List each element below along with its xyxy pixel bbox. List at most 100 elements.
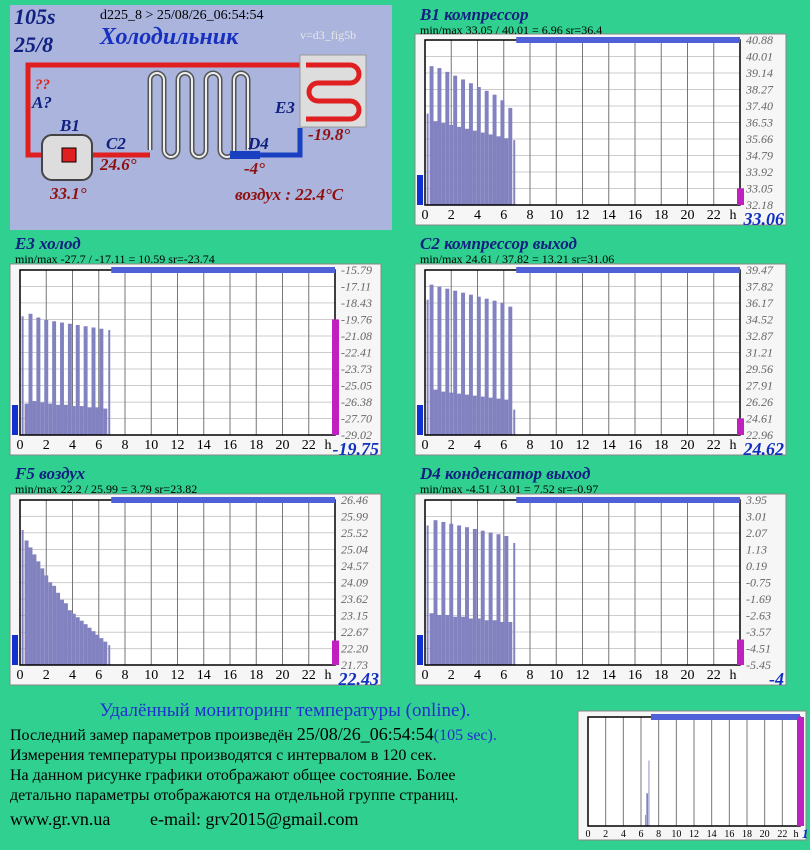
- bar: [445, 614, 450, 665]
- y-tick-label: -23.73: [341, 362, 372, 376]
- bar: [465, 394, 469, 435]
- y-tick-label: 22.20: [341, 642, 368, 656]
- x-tick-label: 20: [276, 438, 290, 453]
- y-tick-label: -4.51: [746, 642, 771, 656]
- x-tick-label: 20: [681, 208, 695, 223]
- y-tick-label: 32.87: [745, 329, 774, 343]
- y-tick-label: -3.57: [746, 625, 772, 639]
- y-tick-label: -22.41: [341, 346, 372, 360]
- y-tick-label: 25.52: [341, 526, 368, 540]
- bar: [426, 299, 429, 435]
- bar: [21, 530, 24, 665]
- status-bar: [12, 405, 18, 435]
- bar: [75, 325, 80, 435]
- x-tick-label: 16: [628, 668, 642, 683]
- y-tick-label: 35.66: [745, 132, 773, 146]
- bar: [437, 286, 442, 435]
- bar: [71, 406, 76, 435]
- y-tick-label: -17.11: [341, 279, 371, 293]
- bar: [488, 397, 493, 435]
- status-bar: [417, 175, 423, 205]
- chart-stats: min/max -27.7 / -17.11 = 10.59 sr=-23.74: [15, 252, 215, 266]
- x-tick-label: 0: [422, 208, 429, 223]
- footer-email[interactable]: e-mail: grv2015@gmail.com: [150, 809, 359, 829]
- y-tick-label: -21.08: [341, 329, 372, 343]
- y-tick-label: 25.99: [341, 509, 368, 523]
- bar: [445, 288, 450, 435]
- y-tick-label: 34.79: [745, 149, 773, 163]
- bar: [71, 613, 76, 665]
- x-tick-label: 18: [654, 438, 668, 453]
- y-tick-label: -26.38: [341, 395, 372, 409]
- footer-heading: Удалённый мониторинг температуры (online…: [99, 700, 470, 721]
- bar: [461, 79, 466, 205]
- x-tick-label: 22: [707, 668, 721, 683]
- x-tick-label: 2: [603, 829, 608, 840]
- bar: [480, 396, 485, 435]
- no-data-bar: [516, 267, 740, 273]
- y-tick-label: 3.01: [745, 510, 767, 524]
- y-tick-label: -18.43: [341, 296, 372, 310]
- bar: [508, 107, 513, 205]
- bar: [91, 631, 96, 665]
- bar: [87, 407, 92, 435]
- x-tick-label: 12: [576, 438, 590, 453]
- bar: [60, 599, 64, 665]
- x-tick-label: 12: [171, 438, 185, 453]
- bar: [476, 618, 481, 665]
- bar: [32, 554, 37, 665]
- y-tick-label: 0.19: [746, 559, 767, 573]
- x-tick-label: 14: [197, 438, 211, 453]
- x-tick-label: 8: [527, 208, 534, 223]
- bar: [83, 624, 88, 665]
- bar: [28, 547, 33, 665]
- bar: [429, 284, 434, 435]
- x-tick-label: 20: [760, 829, 770, 840]
- current-bar: [737, 188, 744, 205]
- d4-label: D4: [247, 134, 269, 153]
- bar: [108, 645, 111, 665]
- y-tick-label: 37.40: [745, 99, 773, 113]
- x-tick-label: 18: [249, 668, 263, 683]
- footer-site[interactable]: www.gr.vn.ua: [10, 809, 110, 829]
- y-tick-label: 22.67: [341, 625, 369, 639]
- x-tick-label: 4: [474, 438, 481, 453]
- y-tick-label: 3.95: [745, 493, 767, 507]
- bar: [468, 83, 473, 205]
- x-tick-label: 22: [777, 829, 787, 840]
- y-tick-label: 26.26: [746, 395, 773, 409]
- diagram: 105s 25/8 d225_8 > 25/08/26_06:54:54 Хол…: [10, 4, 392, 230]
- x-tick-label: 10: [549, 208, 563, 223]
- bar: [426, 113, 429, 205]
- bar: [63, 404, 68, 435]
- y-tick-label: -27.70: [341, 412, 372, 426]
- x-tick-label: 4: [621, 829, 626, 840]
- footer: Удалённый мониторинг температуры (online…: [10, 700, 497, 829]
- bar: [465, 527, 469, 665]
- x-tick-label: 2: [448, 208, 455, 223]
- evaporator-coil: [306, 62, 362, 122]
- bar: [465, 128, 469, 205]
- chart-stats: min/max -4.51 / 3.01 = 7.52 sr=-0.97: [420, 482, 598, 496]
- bar: [457, 126, 462, 205]
- bar: [504, 399, 509, 435]
- x-tick-label: 16: [628, 438, 642, 453]
- bar: [484, 620, 489, 665]
- bar: [480, 132, 485, 205]
- c2-temp: 24.6°: [99, 155, 137, 174]
- bar: [437, 614, 442, 665]
- bar: [103, 408, 108, 435]
- capillary: [230, 151, 260, 159]
- bar: [48, 582, 53, 665]
- chart-title: E3 холод: [14, 234, 81, 253]
- x-tick-label: 6: [95, 668, 102, 683]
- y-tick-label: -1.69: [746, 592, 771, 606]
- bar: [60, 322, 64, 435]
- y-tick-label: 37.82: [745, 279, 773, 293]
- y-tick-label: 31.21: [745, 346, 773, 360]
- current-bar: [332, 319, 339, 435]
- x-tick-label: 16: [628, 208, 642, 223]
- bar: [95, 634, 100, 665]
